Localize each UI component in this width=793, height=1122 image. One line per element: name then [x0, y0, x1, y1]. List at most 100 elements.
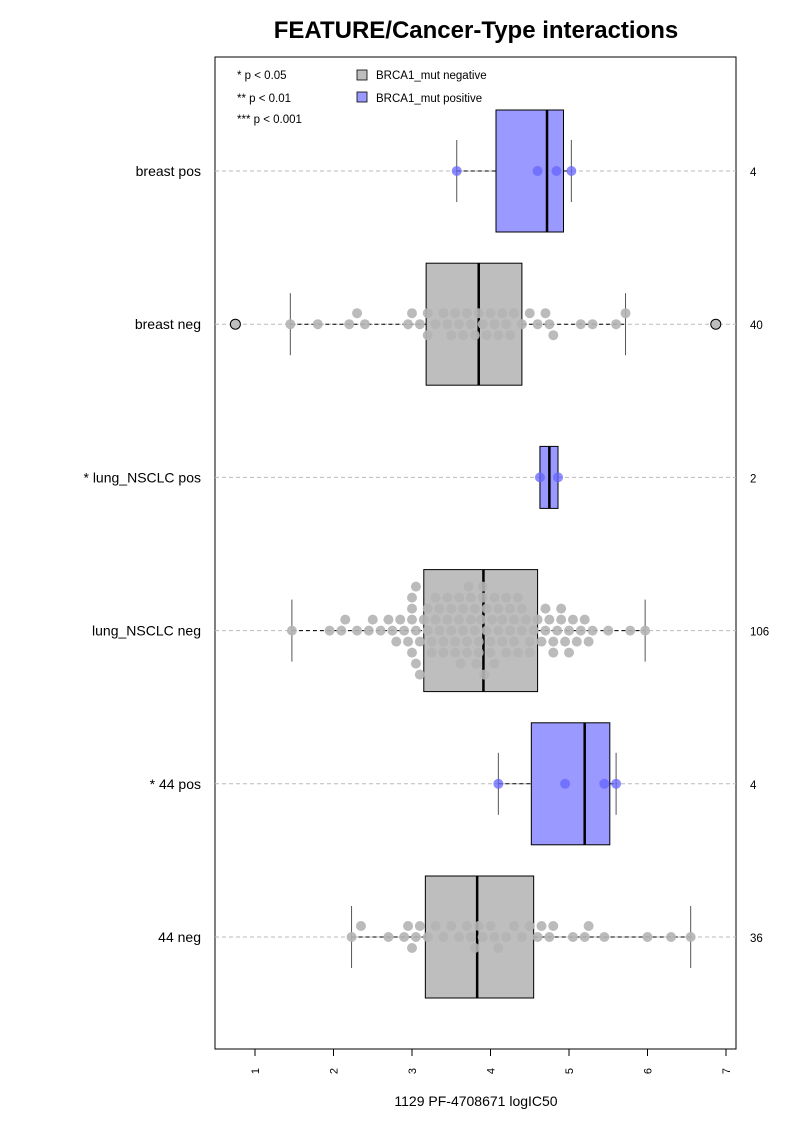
data-point — [611, 778, 622, 789]
data-point — [414, 669, 425, 680]
data-point — [450, 636, 461, 647]
data-point — [407, 614, 417, 625]
data-point — [395, 614, 406, 625]
data-point — [438, 308, 449, 319]
data-point — [640, 625, 651, 636]
data-point — [599, 932, 610, 942]
data-point — [520, 614, 531, 625]
data-point — [414, 319, 425, 330]
data-point — [532, 319, 543, 330]
data-point — [422, 625, 433, 636]
data-point — [469, 330, 480, 341]
data-point — [540, 603, 551, 614]
data-point — [438, 636, 449, 647]
data-point — [493, 625, 504, 636]
data-point — [509, 636, 520, 647]
legend: * p < 0.05 ** p < 0.01 *** p < 0.001 BRC… — [237, 69, 487, 126]
x-tick-label: 7 — [721, 1068, 733, 1074]
data-point — [446, 921, 457, 931]
data-point — [481, 603, 492, 614]
data-point — [481, 625, 492, 636]
data-point — [414, 921, 425, 931]
data-point — [556, 603, 567, 614]
data-point — [367, 614, 378, 625]
data-point — [469, 603, 480, 614]
data-point — [285, 319, 296, 330]
data-point — [512, 647, 523, 658]
data-point — [567, 932, 578, 942]
data-point — [485, 921, 496, 931]
data-point — [516, 932, 527, 942]
data-point — [454, 319, 465, 330]
legend-label-negative: BRCA1_mut negative — [376, 70, 487, 82]
data-point — [501, 647, 512, 658]
data-point — [450, 308, 461, 319]
data-point — [383, 932, 394, 942]
data-point — [501, 319, 512, 330]
data-point — [493, 603, 504, 614]
data-point — [548, 647, 559, 658]
data-point — [532, 932, 543, 942]
data-point — [493, 943, 504, 953]
outlier-point — [710, 318, 722, 330]
data-point — [422, 308, 433, 319]
data-point — [418, 614, 429, 625]
data-point — [410, 932, 421, 942]
data-point — [476, 614, 487, 625]
data-point — [567, 614, 578, 625]
legend-sig-2: ** p < 0.01 — [237, 93, 291, 105]
data-point — [524, 647, 535, 658]
data-point — [532, 166, 543, 176]
data-point — [442, 319, 453, 330]
group-label: breast neg — [135, 316, 201, 332]
data-point — [359, 319, 370, 330]
group-count: 40 — [750, 320, 763, 332]
x-axis: 1 2 3 4 5 6 7 — [250, 1048, 733, 1074]
data-point — [442, 614, 453, 625]
data-point — [489, 592, 500, 603]
data-point — [469, 943, 480, 953]
group-count: 106 — [750, 627, 769, 639]
data-point — [487, 614, 498, 625]
data-point — [489, 932, 500, 942]
data-point — [489, 319, 500, 330]
data-point — [579, 614, 590, 625]
data-point — [430, 614, 441, 625]
data-point — [407, 603, 417, 614]
data-point — [407, 308, 417, 319]
legend-sig-3: *** p < 0.001 — [237, 114, 302, 126]
x-tick-label: 2 — [329, 1068, 341, 1074]
data-point — [454, 592, 465, 603]
data-point — [422, 330, 433, 341]
legend-swatch-negative — [356, 69, 368, 81]
data-point — [465, 319, 476, 330]
data-point — [430, 319, 441, 330]
data-point — [463, 581, 474, 592]
data-point — [355, 921, 366, 931]
data-point — [571, 636, 582, 647]
data-point — [544, 932, 555, 942]
data-point — [544, 319, 555, 330]
data-point — [286, 625, 297, 636]
data-point — [477, 319, 488, 330]
data-point — [324, 625, 335, 636]
data-point — [458, 330, 469, 341]
data-point — [383, 614, 394, 625]
data-point — [556, 614, 567, 625]
data-point — [473, 647, 484, 658]
data-point — [551, 166, 562, 176]
data-point — [455, 658, 466, 669]
data-point — [469, 625, 480, 636]
group-count: 36 — [750, 933, 763, 945]
data-point — [485, 647, 496, 658]
data-point — [336, 625, 347, 636]
data-point — [587, 319, 598, 330]
data-point — [410, 658, 421, 669]
data-point — [461, 636, 472, 647]
data-point — [528, 625, 539, 636]
data-point — [414, 636, 425, 647]
data-point — [363, 625, 374, 636]
data-point — [560, 778, 571, 789]
data-point — [438, 647, 449, 658]
